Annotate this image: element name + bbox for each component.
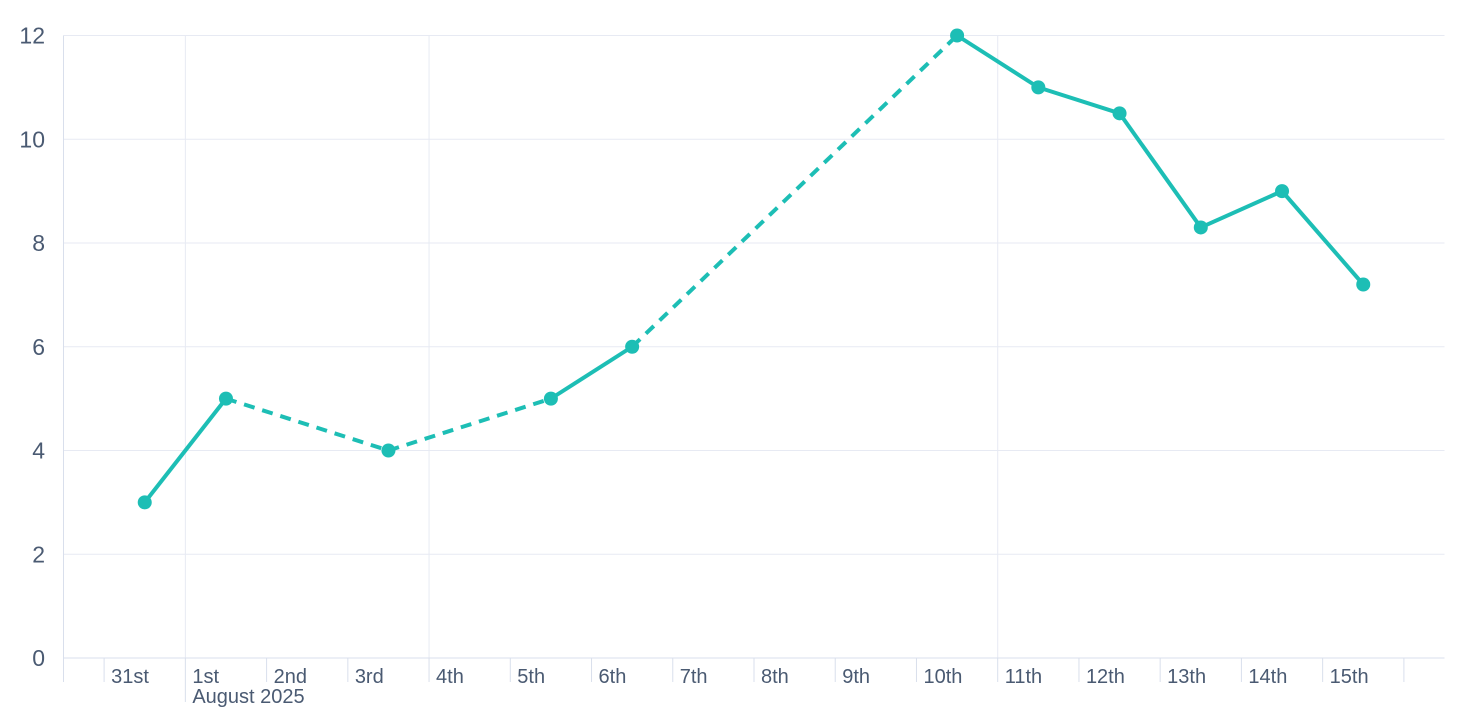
data-point-5th[interactable]: [543, 391, 558, 406]
data-point-11th[interactable]: [1031, 80, 1046, 95]
y-axis-tick-label: 10: [19, 126, 45, 152]
data-point-6th[interactable]: [625, 339, 640, 354]
series-segment-solid: [1280, 189, 1365, 286]
series-segment-solid: [549, 345, 634, 401]
data-point-15th[interactable]: [1356, 277, 1371, 292]
data-point-31st[interactable]: [137, 495, 152, 510]
x-axis-tick-label: 9th: [842, 666, 870, 688]
data-point-12th[interactable]: [1112, 106, 1127, 121]
x-axis-tick-label: 11th: [1005, 666, 1042, 688]
x-axis-tick-label: 31st: [111, 666, 149, 688]
y-axis-tick-label: 12: [19, 23, 45, 49]
x-axis-tick-label: 13th: [1167, 666, 1206, 688]
series-segment-solid: [956, 33, 1040, 90]
x-axis-tick-label: 5th: [517, 666, 545, 688]
x-axis-tick-label: 15th: [1330, 666, 1369, 688]
data-point-1st[interactable]: [218, 391, 233, 406]
series-segment-dashed: [630, 34, 959, 349]
data-point-3rd[interactable]: [381, 443, 396, 458]
x-axis-tick-label: 14th: [1248, 666, 1287, 688]
series-segment-solid: [1117, 112, 1203, 229]
series-segment-solid: [1037, 85, 1121, 116]
x-axis-tick-label: 3rd: [355, 666, 384, 688]
x-axis-tick-label: 8th: [761, 666, 789, 688]
series-segment-solid: [143, 397, 228, 504]
series-segment-dashed: [387, 396, 552, 453]
series-segment-dashed: [225, 396, 390, 453]
x-axis-tick-label: 10th: [923, 666, 962, 688]
data-point-10th[interactable]: [950, 28, 965, 43]
series-segment-solid: [1199, 189, 1283, 230]
y-axis-tick-label: 4: [32, 438, 45, 464]
x-axis-tick-label: 7th: [680, 666, 708, 688]
x-axis-tick-label: 12th: [1086, 666, 1125, 688]
x-axis-month-label: August 2025: [192, 686, 304, 708]
x-axis-tick-label: 1st: [192, 666, 219, 688]
y-axis-tick-label: 2: [32, 541, 45, 567]
data-point-13th[interactable]: [1193, 220, 1208, 235]
data-point-14th[interactable]: [1275, 184, 1290, 199]
y-axis-tick-label: 0: [32, 645, 45, 671]
x-axis-tick-label: 2nd: [274, 666, 307, 688]
x-axis-tick-label: 6th: [599, 666, 627, 688]
y-axis-tick-label: 8: [32, 230, 45, 256]
x-axis-tick-label: 4th: [436, 666, 464, 688]
y-axis-tick-label: 6: [32, 334, 45, 360]
